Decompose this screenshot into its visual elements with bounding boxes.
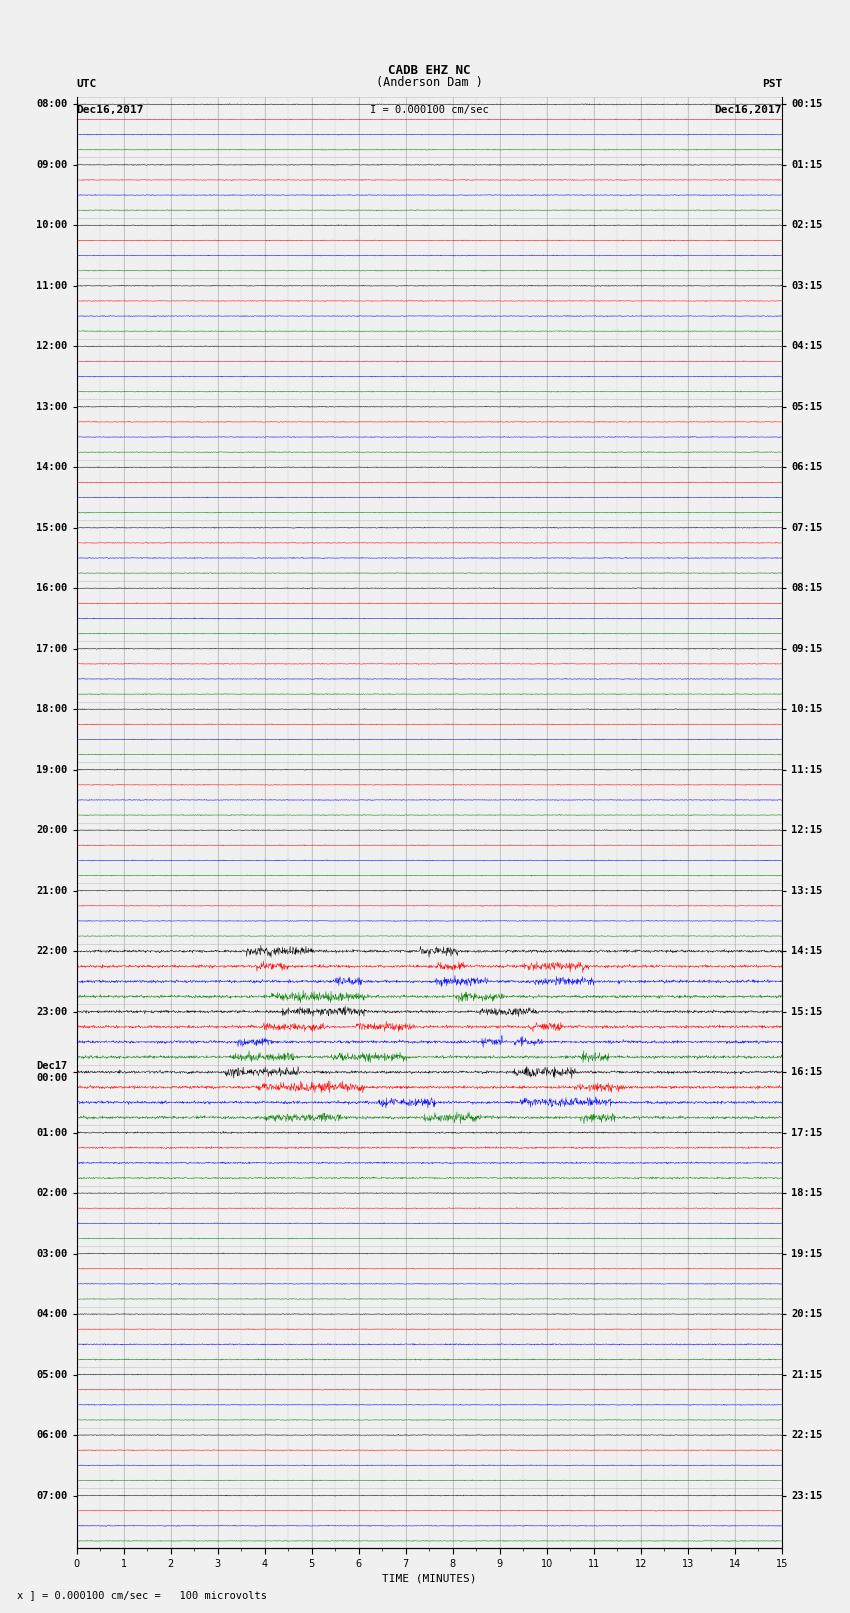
Text: UTC: UTC <box>76 79 97 89</box>
Text: CADB EHZ NC: CADB EHZ NC <box>388 65 471 77</box>
Text: I = 0.000100 cm/sec: I = 0.000100 cm/sec <box>370 105 489 115</box>
Text: Dec16,2017: Dec16,2017 <box>715 105 782 115</box>
Text: PST: PST <box>762 79 782 89</box>
X-axis label: TIME (MINUTES): TIME (MINUTES) <box>382 1573 477 1582</box>
Text: x ] = 0.000100 cm/sec =   100 microvolts: x ] = 0.000100 cm/sec = 100 microvolts <box>17 1590 267 1600</box>
Text: (Anderson Dam ): (Anderson Dam ) <box>376 76 483 89</box>
Text: Dec16,2017: Dec16,2017 <box>76 105 144 115</box>
